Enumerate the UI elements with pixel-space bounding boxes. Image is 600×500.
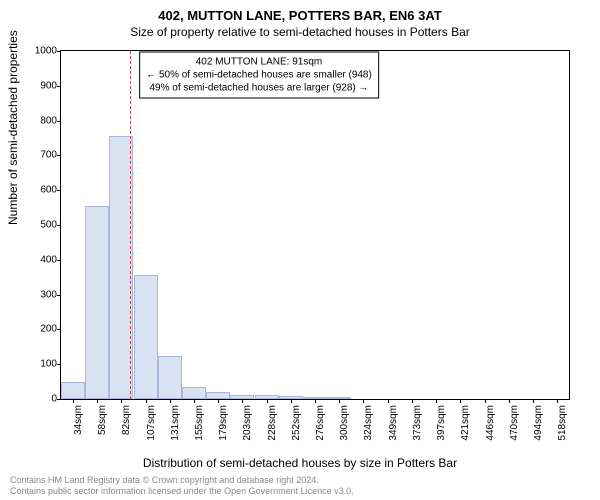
x-tick-mark: [218, 399, 219, 403]
x-tick-mark: [170, 399, 171, 403]
footer-attribution: Contains HM Land Registry data © Crown c…: [10, 475, 354, 497]
chart-subtitle: Size of property relative to semi-detach…: [0, 23, 600, 45]
x-tick-mark: [339, 399, 340, 403]
x-tick-mark: [291, 399, 292, 403]
x-tick-mark: [315, 399, 316, 403]
chart-title: 402, MUTTON LANE, POTTERS BAR, EN6 3AT: [0, 0, 600, 23]
annotation-line-2: ← 50% of semi-detached houses are smalle…: [146, 69, 372, 82]
reference-line: [130, 51, 131, 399]
x-tick-mark: [73, 399, 74, 403]
histogram-bar: [279, 396, 303, 399]
x-tick-mark: [557, 399, 558, 403]
annotation-line-3: 49% of semi-detached houses are larger (…: [146, 82, 372, 95]
histogram-bar: [182, 387, 206, 399]
y-tick-mark: [57, 86, 61, 87]
x-axis-label: Distribution of semi-detached houses by …: [0, 456, 600, 470]
x-tick-mark: [460, 399, 461, 403]
x-tick-mark: [533, 399, 534, 403]
y-tick-mark: [57, 190, 61, 191]
x-tick-mark: [412, 399, 413, 403]
y-tick-mark: [57, 51, 61, 52]
x-tick-mark: [121, 399, 122, 403]
chart-plot-area: 0100200300400500600700800900100034sqm58s…: [60, 50, 570, 400]
histogram-bar: [230, 395, 254, 399]
x-tick-mark: [146, 399, 147, 403]
histogram-bar: [61, 382, 85, 399]
y-tick-mark: [57, 155, 61, 156]
histogram-bar: [158, 356, 182, 400]
footer-line-2: Contains public sector information licen…: [10, 486, 354, 497]
histogram-bar: [134, 275, 158, 399]
histogram-bar: [85, 206, 109, 399]
x-tick-mark: [388, 399, 389, 403]
x-tick-mark: [194, 399, 195, 403]
y-tick-mark: [57, 225, 61, 226]
y-tick-mark: [57, 364, 61, 365]
x-tick-mark: [363, 399, 364, 403]
chart-container: 402, MUTTON LANE, POTTERS BAR, EN6 3AT S…: [0, 0, 600, 500]
y-tick-mark: [57, 329, 61, 330]
y-tick-mark: [57, 295, 61, 296]
x-tick-mark: [97, 399, 98, 403]
annotation-box: 402 MUTTON LANE: 91sqm← 50% of semi-deta…: [139, 52, 379, 99]
histogram-bar: [206, 392, 230, 399]
x-tick-mark: [485, 399, 486, 403]
footer-line-1: Contains HM Land Registry data © Crown c…: [10, 475, 354, 486]
histogram-bar: [255, 395, 279, 399]
y-tick-mark: [57, 399, 61, 400]
x-tick-mark: [242, 399, 243, 403]
x-tick-mark: [509, 399, 510, 403]
y-axis-label: Number of semi-detached properties: [6, 30, 20, 225]
y-tick-mark: [57, 121, 61, 122]
histogram-bar: [327, 397, 351, 399]
x-tick-mark: [267, 399, 268, 403]
x-tick-mark: [436, 399, 437, 403]
histogram-bar: [303, 397, 327, 399]
annotation-line-1: 402 MUTTON LANE: 91sqm: [146, 56, 372, 69]
y-tick-mark: [57, 260, 61, 261]
